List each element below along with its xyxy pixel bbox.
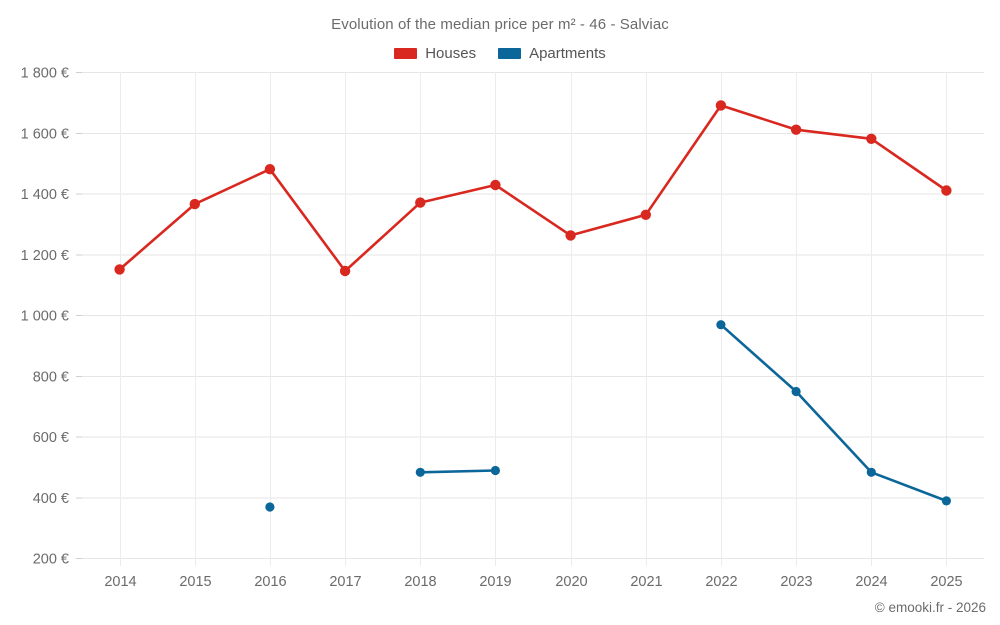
data-point-houses-2015[interactable]	[189, 198, 200, 210]
x-axis-tick-label: 2017	[329, 574, 361, 590]
legend-swatch-apartments	[498, 48, 522, 59]
data-point-apartments-2016[interactable]	[265, 502, 275, 512]
x-axis-tick-label: 2015	[179, 574, 211, 590]
series-line-houses	[118, 104, 948, 273]
x-axis-tick-label: 2021	[630, 574, 662, 590]
data-point-houses-2019[interactable]	[490, 179, 501, 191]
data-point-houses-2014[interactable]	[114, 264, 125, 275]
data-point-houses-2022[interactable]	[715, 100, 727, 111]
x-axis-tick-label: 2018	[404, 574, 436, 590]
data-point-houses-2016[interactable]	[264, 164, 276, 175]
data-point-apartments-2022[interactable]	[716, 320, 726, 330]
data-point-houses-2021[interactable]	[640, 209, 651, 220]
legend-label-houses: Houses	[425, 45, 477, 62]
x-axis-tick-label: 2016	[254, 574, 286, 590]
copyright-credit: © emooki.fr - 2026	[874, 600, 986, 615]
x-axis-tick-label: 2022	[705, 574, 737, 590]
data-point-houses-2023[interactable]	[790, 124, 802, 135]
y-axis-tick-label: 200 €	[33, 552, 69, 568]
y-axis-tick-label: 1 800 €	[21, 66, 69, 82]
legend-item-houses[interactable]: Houses	[394, 45, 476, 62]
x-axis-tick-label: 2014	[104, 574, 136, 590]
legend-label-apartments: Apartments	[529, 45, 606, 62]
x-axis-tick-label: 2024	[855, 574, 887, 590]
data-point-houses-2025[interactable]	[941, 185, 952, 196]
y-axis-tick-label: 1 200 €	[21, 248, 69, 264]
y-axis-tick-label: 400 €	[33, 491, 69, 507]
data-point-apartments-2019[interactable]	[490, 465, 500, 476]
y-axis-tick-label: 600 €	[33, 430, 69, 446]
x-axis-tick-label: 2025	[930, 574, 962, 590]
y-axis-tick-label: 1 000 €	[21, 309, 69, 325]
data-point-houses-2024[interactable]	[866, 133, 877, 144]
series-line-apartments	[719, 323, 948, 503]
data-point-houses-2017[interactable]	[339, 265, 351, 277]
y-axis-tick-label: 1 400 €	[21, 187, 69, 203]
data-point-apartments-2024[interactable]	[866, 467, 876, 477]
chart-legend: Houses Apartments	[0, 45, 1000, 62]
data-point-houses-2020[interactable]	[565, 230, 576, 241]
data-point-apartments-2025[interactable]	[941, 496, 952, 506]
page-title: Evolution of the median price per m² - 4…	[331, 16, 669, 33]
series-line-apartments	[419, 469, 497, 474]
y-axis-tick-label: 800 €	[33, 369, 69, 385]
data-point-houses-2018[interactable]	[415, 197, 426, 208]
legend-swatch-houses	[394, 48, 418, 59]
x-axis-tick-label: 2023	[780, 574, 812, 590]
x-axis-tick-label: 2019	[479, 574, 511, 590]
data-point-apartments-2023[interactable]	[791, 386, 801, 397]
legend-item-apartments[interactable]: Apartments	[498, 45, 606, 62]
y-axis-tick-label: 1 600 €	[21, 126, 69, 142]
data-point-apartments-2018[interactable]	[415, 467, 425, 477]
x-axis-tick-label: 2020	[555, 574, 587, 590]
